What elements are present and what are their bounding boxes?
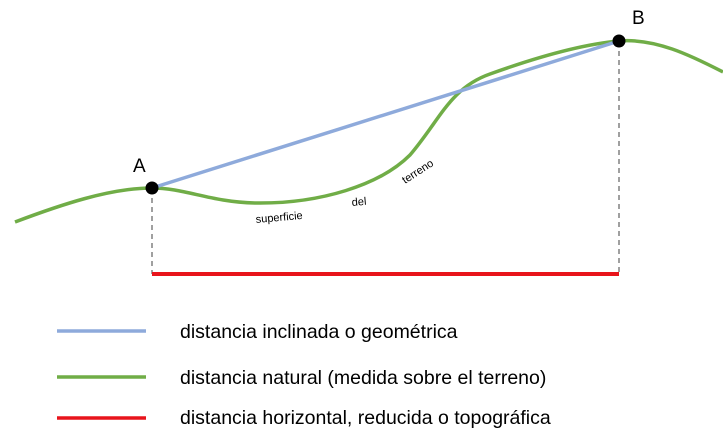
point-a-label: A <box>133 156 146 177</box>
legend-item-natural: distancia natural (medida sobre el terre… <box>57 367 546 389</box>
terrain-word-del: del <box>351 196 367 209</box>
terrain-line <box>14 38 723 224</box>
legend-item-inclined: distancia inclinada o geométrica <box>57 321 458 343</box>
point-a-marker <box>145 181 159 195</box>
legend-label-natural: distancia natural (medida sobre el terre… <box>180 367 546 389</box>
point-b-marker <box>612 34 626 48</box>
legend-label-horizontal: distancia horizontal, reducida o topográ… <box>180 407 551 429</box>
point-b-label: B <box>632 8 645 29</box>
legend-item-horizontal: distancia horizontal, reducida o topográ… <box>57 407 551 429</box>
terrain-word-superficie: superficie <box>255 210 303 226</box>
inclined-distance-line <box>151 39 620 190</box>
terrain-word-terreno: terreno <box>400 157 436 186</box>
legend-label-inclined: distancia inclinada o geométrica <box>180 321 458 343</box>
legend: distancia inclinada o geométrica distanc… <box>57 321 551 429</box>
